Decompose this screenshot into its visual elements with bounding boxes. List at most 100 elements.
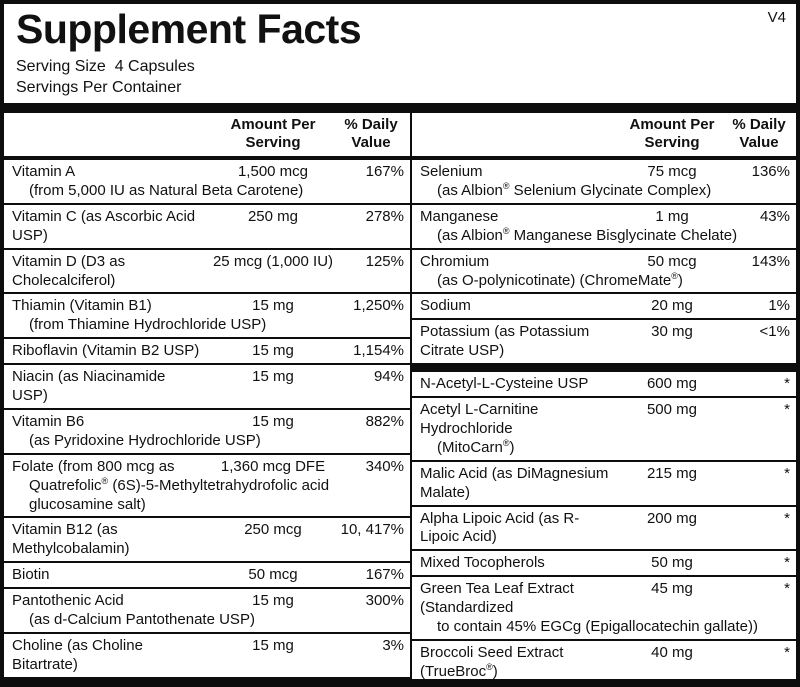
ingredient-amount: 75 mg bbox=[208, 682, 338, 687]
registered-trademark-symbol: ® bbox=[502, 225, 510, 236]
ingredient-amount: 25 mcg (1,000 IU) bbox=[212, 252, 334, 270]
ingredient-main-line: Calcium (as Calcium Citrate USP)75 mg6% bbox=[12, 682, 404, 687]
ingredient-name: Biotin bbox=[12, 566, 50, 584]
ingredient-daily-value: 43% bbox=[759, 207, 790, 225]
ingredient-name: Vitamin B6 bbox=[12, 412, 85, 430]
left-column-header: Amount Per Serving % Daily Value bbox=[4, 113, 410, 161]
dv-header-line1: % Daily bbox=[344, 115, 398, 133]
ingredient-main-line: Mixed Tocopherols 50 mg * bbox=[420, 554, 790, 573]
ingredient-row: Sodium 20 mg 1% bbox=[412, 294, 796, 321]
ingredient-amount: 1,360 mcg DFE bbox=[220, 457, 326, 475]
ingredient-daily-value: * bbox=[784, 464, 790, 482]
registered-trademark-symbol: ® bbox=[502, 437, 510, 448]
registered-trademark-symbol: ® bbox=[486, 661, 493, 672]
ingredient-daily-value: * bbox=[784, 580, 790, 598]
ingredient-name: Chromium bbox=[420, 252, 490, 270]
ingredient-row: Vitamin B6 15 mg 882% (as Pyridoxine Hydroc… bbox=[4, 410, 410, 455]
ingredient-main-line: Potassium (as Potassium Citrate USP) 30 m… bbox=[420, 323, 790, 361]
dv-header-line2: Value bbox=[739, 134, 779, 152]
ingredient-main-line: Folate (from 800 mcg as 1,360 mcg DFE 340% bbox=[12, 458, 404, 477]
ingredient-daily-value: * bbox=[784, 509, 790, 527]
left-column: Amount Per Serving % Daily Value Vitamin… bbox=[4, 113, 410, 687]
amount-header-line2: Serving bbox=[644, 134, 700, 152]
ingredient-detail: (as O-polynicotinate) (ChromeMate®) bbox=[437, 270, 683, 289]
ingredient-amount: 75 mcg bbox=[647, 163, 697, 181]
ingredient-name: Broccoli Seed Extract (TrueBroc®) bbox=[420, 643, 564, 680]
ingredient-row: Choline (as Choline Bitartrate) 15 mg 3% bbox=[4, 634, 410, 679]
ingredient-row: N-Acetyl-L-Cysteine USP 600 mg * bbox=[412, 372, 796, 399]
ingredient-main-line: Green Tea Leaf Extract (Standardized 45 m… bbox=[420, 580, 790, 618]
ingredient-detail: (from 5,000 IU as Natural Beta Carotene) bbox=[29, 182, 304, 200]
ingredient-name: Pantothenic Acid bbox=[12, 592, 124, 610]
ingredient-amount: 15 mg bbox=[252, 412, 294, 430]
ingredient-amount: 15 mg bbox=[252, 368, 294, 386]
ingredient-amount: 600 mg bbox=[646, 375, 698, 393]
ingredient-row: Broccoli Seed Extract (TrueBroc®) 40 mg * (… bbox=[412, 641, 796, 680]
ingredient-amount: 250 mcg bbox=[244, 521, 302, 539]
ingredient-main-line: Malic Acid (as DiMagnesium Malate) 215 mg… bbox=[420, 465, 790, 503]
ingredient-amount: 500 mg bbox=[646, 401, 698, 419]
ingredient-main-line: Niacin (as Niacinamide USP) 15 mg 94% bbox=[12, 368, 404, 406]
ingredient-main-line: Riboflavin (Vitamin B2 USP) 15 mg 1,154% bbox=[12, 342, 404, 361]
ingredient-main-line: Alpha Lipoic Acid (as R-Lipoic Acid) 200 … bbox=[420, 510, 790, 548]
ingredient-amount: 15 mg bbox=[252, 342, 294, 360]
ingredient-row: Calcium (as Calcium Citrate USP)75 mg6%d… bbox=[4, 679, 410, 687]
ingredient-name: Selenium bbox=[420, 163, 483, 181]
ingredient-amount: 50 mg bbox=[651, 554, 693, 572]
ingredient-detail: (as d-Calcium Pantothenate USP) bbox=[29, 610, 255, 628]
ingredient-daily-value: 1% bbox=[768, 297, 790, 315]
ingredient-main-line: N-Acetyl-L-Cysteine USP 600 mg * bbox=[420, 375, 790, 394]
ingredient-daily-value: * bbox=[784, 643, 790, 661]
registered-trademark-symbol: ® bbox=[502, 181, 510, 192]
ingredient-amount: 15 mg bbox=[252, 636, 294, 654]
right-other-ingredient-rows: N-Acetyl-L-Cysteine USP 600 mg * Acetyl L-C… bbox=[412, 372, 796, 680]
ingredient-row: Niacin (as Niacinamide USP) 15 mg 94% bbox=[4, 365, 410, 410]
ingredient-name: Potassium (as Potassium Citrate USP) bbox=[420, 323, 590, 360]
ingredient-row: Acetyl L-Carnitine Hydrochloride 500 mg * (… bbox=[412, 398, 796, 462]
right-column: Amount Per Serving % Daily Value Seleniu… bbox=[412, 113, 796, 680]
servings-per-container: Servings Per Container bbox=[16, 78, 182, 96]
amount-per-serving-header: Amount Per Serving bbox=[616, 116, 728, 154]
label-header: Supplement Facts Serving Size 4 Capsules… bbox=[4, 4, 796, 103]
ingredient-main-line: Chromium 50 mcg 143% bbox=[420, 253, 790, 272]
ingredient-row: Riboflavin (Vitamin B2 USP) 15 mg 1,154% bbox=[4, 339, 410, 366]
section-divider-bar bbox=[412, 363, 796, 373]
ingredient-row: Potassium (as Potassium Citrate USP) 30 m… bbox=[412, 320, 796, 363]
ingredient-amount: 15 mg bbox=[252, 297, 294, 315]
ingredient-row: Green Tea Leaf Extract (Standardized 45 m… bbox=[412, 577, 796, 641]
ingredient-detail: (MitoCarn®) bbox=[437, 437, 515, 456]
ingredient-name: N-Acetyl-L-Cysteine USP bbox=[420, 375, 589, 393]
ingredient-name: Malic Acid (as DiMagnesium Malate) bbox=[420, 464, 609, 501]
ingredient-detail: (as Pyridoxine Hydrochloride USP) bbox=[29, 431, 261, 449]
ingredient-row: Alpha Lipoic Acid (as R-Lipoic Acid) 200 … bbox=[412, 507, 796, 552]
ingredient-daily-value: 3% bbox=[382, 636, 404, 654]
registered-trademark-symbol: ® bbox=[671, 270, 678, 281]
ingredient-row: Folate (from 800 mcg as 1,360 mcg DFE 340%… bbox=[4, 455, 410, 519]
ingredient-amount: 20 mg bbox=[651, 297, 693, 315]
ingredient-amount: 40 mg bbox=[651, 643, 693, 661]
ingredient-detail: Quatrefolic® (6S)-5-Methyltetrahydrofoli… bbox=[29, 475, 330, 513]
label-title: Supplement Facts bbox=[16, 6, 362, 52]
left-ingredient-rows: Vitamin A 1,500 mcg 167% (from 5,000 IU as … bbox=[4, 160, 410, 687]
ingredient-name: Folate (from 800 mcg as bbox=[12, 457, 175, 475]
serving-size: Serving Size 4 Capsules bbox=[16, 58, 195, 76]
ingredient-name: Alpha Lipoic Acid (as R-Lipoic Acid) bbox=[420, 509, 580, 546]
amount-header-line1: Amount Per bbox=[629, 115, 715, 133]
ingredient-daily-value: 340% bbox=[365, 457, 404, 475]
ingredient-row: Selenium 75 mcg 136% (as Albion® Selenium G… bbox=[412, 160, 796, 205]
ingredient-row: Malic Acid (as DiMagnesium Malate) 215 mg… bbox=[412, 462, 796, 507]
ingredient-main-line: Biotin 50 mcg 167% bbox=[12, 566, 404, 585]
ingredient-main-line: Broccoli Seed Extract (TrueBroc®) 40 mg * bbox=[420, 643, 790, 680]
ingredient-name: Acetyl L-Carnitine Hydrochloride bbox=[420, 401, 539, 437]
ingredient-row: Vitamin A 1,500 mcg 167% (from 5,000 IU as … bbox=[4, 160, 410, 205]
ingredient-name: Sodium bbox=[420, 297, 471, 315]
ingredient-detail: (as Albion® Selenium Glycinate Complex) bbox=[437, 181, 712, 200]
ingredient-main-line: Vitamin A 1,500 mcg 167% bbox=[12, 163, 404, 182]
amount-per-serving-header: Amount Per Serving bbox=[208, 116, 338, 154]
ingredient-name: Vitamin B12 (as Methylcobalamin) bbox=[12, 521, 130, 558]
ingredient-daily-value: 143% bbox=[751, 252, 790, 270]
ingredient-row: Mixed Tocopherols 50 mg * bbox=[412, 551, 796, 578]
dv-header-line1: % Daily bbox=[732, 115, 786, 133]
dv-header-line2: Value bbox=[351, 134, 391, 152]
